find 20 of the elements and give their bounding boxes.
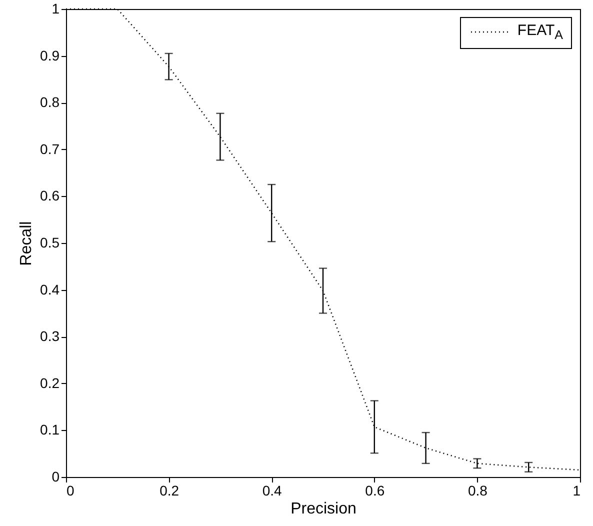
x-tick-label: 1: [572, 482, 581, 498]
x-tick-label: 0.8: [468, 482, 488, 498]
legend-label: FEAT$_{A}$: [517, 22, 563, 42]
x-tick-label: 0.4: [262, 482, 282, 498]
y-axis-title: Recall: [18, 221, 36, 266]
y-tick-label: 0.4: [40, 281, 60, 298]
y-tick-label: 0.6: [40, 188, 60, 204]
y-tick-label: 0.5: [40, 234, 60, 250]
y-tick-label: 0.7: [40, 140, 60, 157]
y-tick-label: 0.2: [40, 374, 60, 391]
y-tick-label: 0.8: [40, 94, 60, 110]
x-axis-title: Precision: [290, 500, 356, 518]
y-tick-label: 1: [52, 0, 60, 16]
x-tick-label: 0: [66, 482, 74, 498]
y-tick-label: 0.1: [40, 422, 60, 438]
x-tick-label: 0.6: [365, 482, 385, 498]
y-tick-label: 0: [52, 468, 60, 484]
y-tick-label: 0.9: [40, 47, 60, 64]
y-tick-label: 0.3: [40, 328, 60, 344]
x-tick-label: 0.2: [160, 482, 180, 498]
